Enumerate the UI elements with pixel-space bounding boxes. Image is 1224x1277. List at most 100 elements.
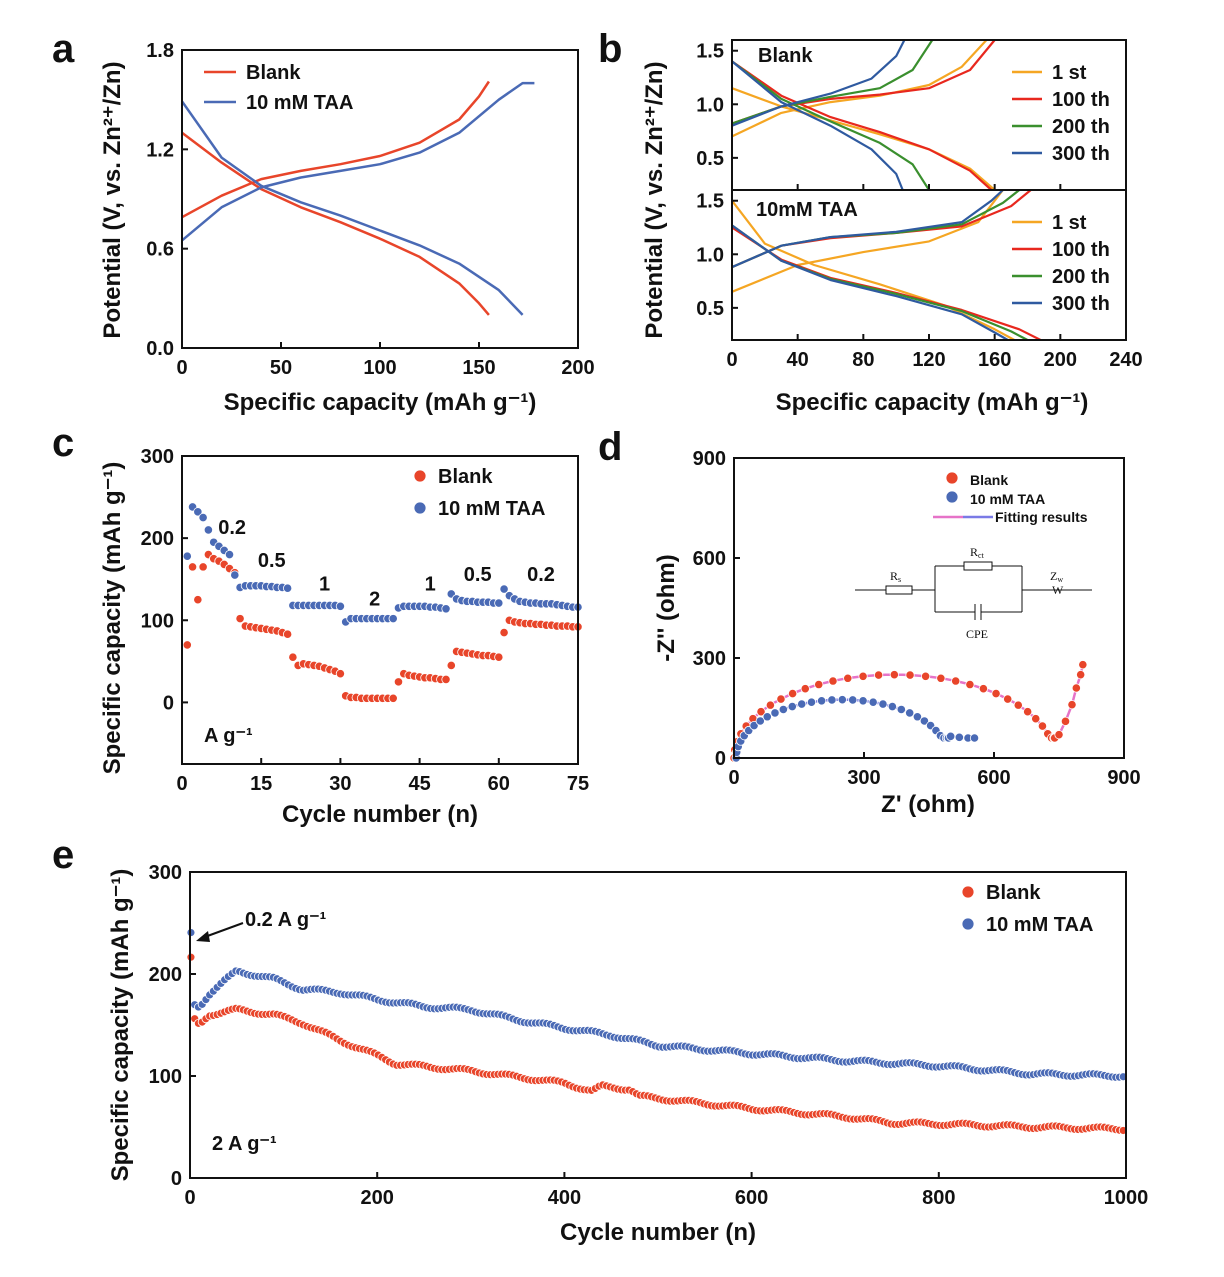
panel-d: 0 300 600 900 0 300 600 900 Blank 10 mM TAA Fittin… [653, 448, 1141, 818]
panel-a-xtick-label: 50 [270, 357, 292, 379]
panel-e: 0 200 400 600 800 1000 0 100 200 300 Blank 10 mM TA… [107, 862, 1148, 1246]
panel-e-frame [189, 871, 1127, 1179]
panel-d-point-1-6 [749, 720, 759, 731]
panel-c-rate-label-3: 2 [369, 588, 380, 610]
circuit-rs-resistor [885, 585, 913, 595]
panel-b-0-discharge-2 [731, 60, 930, 191]
panel-d-point-1-15 [827, 695, 837, 705]
panel-a-xtick-label: 200 [561, 357, 594, 379]
panel-d-xtick-label: 600 [977, 767, 1010, 789]
panel-b-bottom-label: 10mM TAA [756, 199, 858, 221]
panel-e-legend-1-swatch [961, 917, 975, 931]
panel-b-0-discharge-1 [731, 60, 993, 191]
panel-d-point-1-12 [797, 699, 807, 709]
panel-letter-b: b [598, 27, 622, 71]
panel-c-point-1-5-9 [494, 598, 504, 608]
panel-c-point-1-0-8 [224, 549, 235, 560]
panel-d-point-0-6 [756, 707, 766, 717]
panel-d-point-1-21 [887, 701, 897, 712]
panel-d-point-0-7 [765, 700, 775, 710]
panel-c-point-0-1-0 [235, 614, 245, 624]
panel-b-1-discharge-3 [731, 224, 1009, 341]
panel-d-point-0-28 [1037, 721, 1048, 731]
panel-b: 0.5 1.0 1.5 1 st 100 th 200 th 300 th 0 40 80 120 1… [641, 39, 1143, 416]
panel-c-point-1-0-4 [203, 525, 213, 535]
circuit-cpe-label: CPE [966, 627, 988, 641]
panel-d-ylabel: -Z'' (ohm) [653, 554, 680, 661]
panel-c-xtick-label: 30 [329, 773, 351, 795]
panel-a-series-3 [181, 81, 535, 242]
panel-b-axes: 0.5 1.0 1.5 1 st 100 th 200 th 300 th 0 40 80 120 1… [696, 39, 1143, 371]
panel-d-point-0-12 [828, 676, 838, 686]
panel-b-1-xtick-label: 160 [978, 349, 1011, 371]
panel-e-xtick-label: 400 [548, 1187, 581, 1209]
panel-a-series-1 [181, 80, 490, 219]
panel-c-point-0-5-9 [494, 652, 504, 662]
panel-d-point-0-9 [788, 688, 798, 699]
panel-b-xlabel: Specific capacity (mAh g⁻¹) [776, 389, 1089, 416]
panel-c-rate-label-4: 1 [425, 574, 436, 596]
panel-c-ytick-label: 0 [163, 692, 174, 714]
panel-e-ytick-label: 0 [171, 1168, 182, 1190]
panel-a-xtick-label: 150 [462, 357, 495, 379]
panel-d-point-1-17 [848, 695, 858, 705]
panel-d-point-1-24 [912, 712, 923, 722]
panel-d-frame [733, 457, 1125, 759]
panel-d-ytick-label: 0 [715, 748, 726, 770]
circuit-rct-resistor [963, 561, 993, 571]
panel-e-ytick-label: 100 [149, 1066, 182, 1088]
panel-d-point-0-23 [991, 688, 1001, 699]
panel-c-point-0-5-0 [446, 660, 456, 671]
panel-c-rate-label-0: 0.2 [218, 517, 246, 539]
panel-d-tail-1-1 [954, 732, 964, 742]
panel-c-point-0-2-0 [288, 652, 298, 662]
panel-c-ytick-label: 200 [141, 528, 174, 550]
panel-d-point-1-11 [787, 701, 797, 712]
panel-d-xlabel: Z' (ohm) [881, 791, 975, 818]
panel-d-point-1-7 [755, 716, 765, 726]
panel-e-ytick-label: 300 [149, 862, 182, 884]
panel-d-tail-0-1 [1060, 716, 1071, 726]
panel-b-plot [731, 39, 1042, 341]
panel-c-point-1-0-0 [182, 551, 192, 561]
panel-d-tail-0-0 [1054, 730, 1064, 740]
panel-letter-d: d [598, 425, 622, 469]
panel-d-point-0-10 [800, 684, 810, 694]
panel-e-plot [186, 928, 1128, 1135]
panel-d-point-1-10 [778, 704, 788, 715]
panel-b-1-xtick-label: 0 [726, 349, 737, 371]
panel-d-legend-fit-text: Fitting results [995, 509, 1088, 525]
panel-a-ytick-label: 1.8 [146, 40, 174, 62]
panel-c: 0.2 0.5 1 2 1 0.5 0.2 0 15 30 45 60 75 0 100 200 300 Blan… [99, 446, 589, 828]
panel-e-xtick-label: 1000 [1104, 1187, 1149, 1209]
panel-a-legend-1-text: 10 mM TAA [246, 92, 353, 114]
panel-a: 0 50 100 150 200 0.0 0.6 1.2 1.8 Blank 10 mM TAA S… [99, 40, 595, 416]
panel-d-point-0-16 [889, 670, 899, 680]
panel-d-point-0-26 [1023, 707, 1033, 717]
panel-e-xtick-label: 800 [922, 1187, 955, 1209]
panel-c-point-0-6-0 [499, 627, 509, 638]
panel-e-ylabel: Specific capacity (mAh g⁻¹) [107, 869, 134, 1182]
panel-d-xtick-label: 900 [1107, 767, 1140, 789]
panel-c-xtick-label: 60 [488, 773, 510, 795]
panel-c-point-1-1-9 [282, 583, 293, 593]
panel-c-legend-0-text: Blank [438, 466, 493, 488]
panel-b-1-legend-text-1: 100 th [1052, 239, 1110, 261]
panel-d-axes: 0 300 600 900 0 300 600 900 Blank 10 mM TAA Fittin… [693, 448, 1141, 789]
panel-b-1-discharge-1 [731, 226, 1042, 341]
panel-c-xtick-label: 15 [250, 773, 272, 795]
panel-c-xtick-label: 45 [408, 773, 430, 795]
panel-d-xtick-label: 0 [728, 767, 739, 789]
panel-a-ylabel: Potential (V, vs. Zn²⁺/Zn) [99, 61, 126, 338]
panel-letter-a: a [52, 27, 75, 71]
panel-c-point-1-0-3 [198, 512, 208, 523]
panel-c-point-0-4-9 [441, 674, 451, 685]
panel-b-1-ytick-label: 0.5 [696, 298, 724, 320]
panel-d-point-1-20 [878, 699, 888, 709]
panel-c-point-1-0-9 [230, 570, 240, 580]
panel-d-point-1-22 [896, 704, 906, 715]
panel-a-ytick-label: 0.0 [146, 338, 174, 360]
panel-c-legend-1-text: 10 mM TAA [438, 498, 545, 520]
panel-c-xtick-label: 0 [176, 773, 187, 795]
